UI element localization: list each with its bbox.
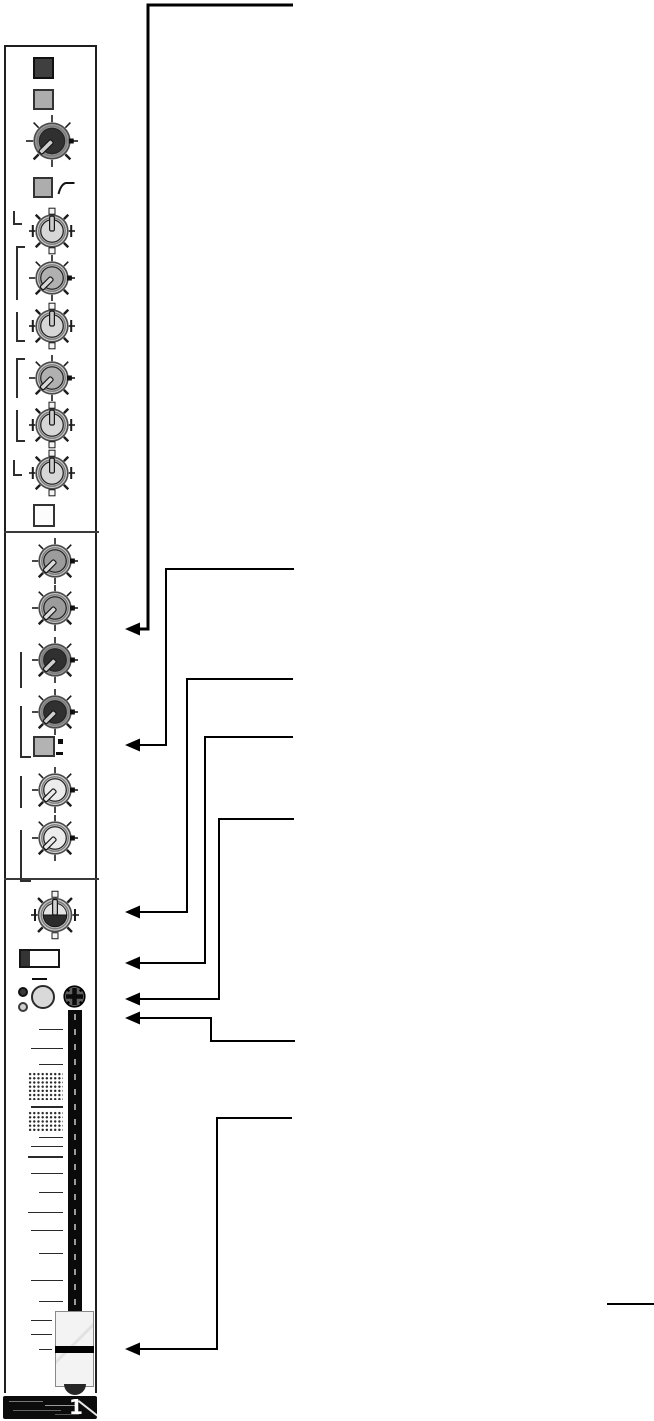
fader-scale-mark [31, 1106, 63, 1108]
callout-mute [140, 736, 293, 964]
eq-lo-mid-knob[interactable] [28, 401, 76, 449]
bracket-mark [13, 211, 22, 225]
switch-position-mark [56, 752, 63, 755]
solo-button[interactable] [31, 985, 55, 1009]
fader-scale-dot-block [28, 1072, 63, 1100]
fader-cap-line [55, 1346, 94, 1353]
eq-button-white[interactable] [33, 504, 55, 527]
callout-gain [140, 3, 293, 631]
fader-scale-mark [28, 1156, 63, 1158]
fader-track[interactable] [68, 1010, 82, 1320]
level-set-knob[interactable] [28, 207, 76, 255]
callout-aux-section [140, 568, 294, 746]
fader-scale-mark [31, 1146, 63, 1147]
switch-dark-segment [21, 951, 30, 966]
channel-number-label: 1 [3, 1396, 97, 1419]
panel-divider [4, 878, 99, 880]
aux3-knob[interactable] [31, 636, 79, 684]
callout-solo [140, 818, 294, 1000]
fader-cap[interactable] [55, 1311, 94, 1387]
eq-mid-knob[interactable] [28, 354, 76, 402]
bracket-mark [20, 830, 31, 882]
eq-hi-mid-knob[interactable] [28, 302, 76, 350]
aux1-knob[interactable] [31, 537, 79, 585]
eq-hi-knob[interactable] [28, 254, 76, 302]
aux6-knob[interactable] [31, 814, 79, 862]
fader-scale-mark [31, 1230, 63, 1231]
mute-switch[interactable] [19, 949, 60, 968]
bracket-mark [16, 246, 25, 300]
callout-pan-arrowhead [125, 905, 140, 919]
fader-scale-mark [31, 1173, 63, 1174]
aux4-knob[interactable] [31, 688, 79, 736]
fader-scale-mark [31, 1048, 63, 1049]
fader-scale-mark [39, 1029, 63, 1030]
fader-scale-mark [31, 1320, 52, 1321]
bracket-mark [20, 706, 31, 758]
bracket-mark [16, 312, 25, 342]
solo-mark-line [32, 978, 47, 980]
callout-mute-arrowhead [125, 956, 140, 970]
panel-divider [4, 531, 99, 533]
low-cut-button[interactable] [33, 177, 53, 198]
callout-fader-arrowhead [125, 1342, 140, 1356]
callout-solo-arrowhead [125, 992, 140, 1006]
bracket-mark [13, 460, 22, 476]
fader-scale-mark [39, 1137, 63, 1138]
pre-post-button[interactable] [33, 736, 55, 757]
callout-led-arrowhead [125, 1011, 140, 1025]
eq-lo-knob[interactable] [28, 449, 76, 497]
bracket-mark [20, 652, 22, 688]
fader-base-shadow [64, 1384, 86, 1395]
callout-fader [140, 1117, 292, 1350]
channel-button-dark[interactable] [33, 57, 54, 79]
fader-scale-mark [31, 1334, 52, 1335]
screw-head [63, 985, 86, 1008]
gain-knob[interactable] [25, 114, 79, 168]
fader-scale-mark [31, 1280, 63, 1281]
low-cut-filter-icon [57, 180, 76, 196]
callout-aux-section-arrowhead [125, 738, 140, 752]
fader-scale-mark [39, 1301, 63, 1302]
aux5-knob[interactable] [31, 766, 79, 814]
bracket-mark [16, 410, 25, 442]
aux2-knob[interactable] [31, 584, 79, 632]
fader-scale-mark [39, 1064, 63, 1065]
channel-number: 1 [69, 1396, 83, 1419]
switch-position-mark [58, 739, 63, 744]
fader-scale-mark [39, 1192, 63, 1193]
fader-scale-dot-block [28, 1111, 63, 1131]
channel-button-gray[interactable] [33, 89, 54, 110]
bracket-mark [16, 358, 25, 398]
fader-scale-mark [28, 1212, 63, 1213]
bracket-mark [20, 776, 22, 808]
signal-led [18, 1002, 28, 1012]
callout-led [140, 1017, 295, 1042]
fader-slot [74, 1014, 76, 1316]
callout-gain-arrowhead [125, 622, 140, 636]
fader-scale-mark [39, 1253, 63, 1254]
pan-knob[interactable] [30, 890, 80, 940]
callout-pan [140, 678, 293, 913]
peak-led [18, 987, 28, 997]
fader-scale-mark [39, 1349, 52, 1350]
